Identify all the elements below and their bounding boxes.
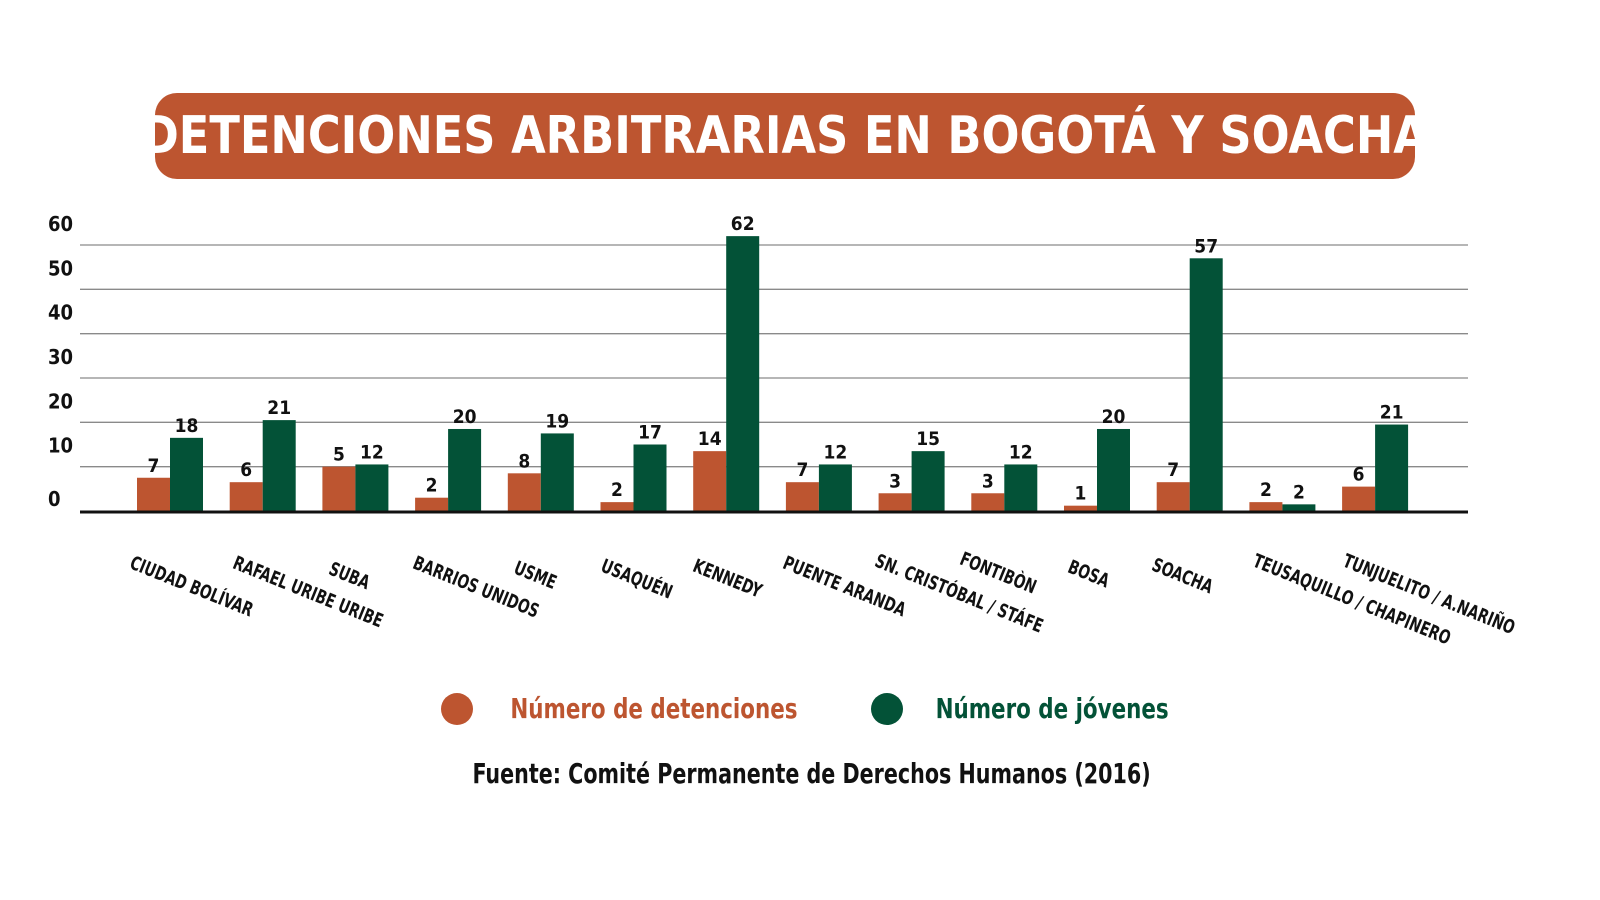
data-label: 17 <box>638 422 662 444</box>
bar <box>448 428 482 511</box>
bar <box>600 502 634 511</box>
data-label: 20 <box>453 406 477 428</box>
data-label: 18 <box>175 415 199 437</box>
data-label: 7 <box>1167 459 1179 481</box>
source-text: Fuente: Comité Permanente de Derechos Hu… <box>472 757 1152 790</box>
bar <box>818 464 852 511</box>
data-label: 7 <box>148 455 160 477</box>
data-label: 3 <box>982 470 994 492</box>
data-label: 19 <box>545 410 569 432</box>
legend-swatch <box>870 692 903 725</box>
bar <box>785 482 819 511</box>
bar <box>878 493 912 511</box>
bar <box>1189 258 1223 511</box>
bar <box>1156 482 1190 511</box>
bar <box>322 466 356 511</box>
data-label: 2 <box>611 479 623 501</box>
data-label: 21 <box>267 397 291 419</box>
data-label: 8 <box>518 450 530 472</box>
chart-title-banner: DETENCIONES ARBITRARIAS EN BOGOTÁ Y SOAC… <box>142 93 1428 179</box>
bar <box>540 433 574 511</box>
legend-swatch <box>440 692 473 725</box>
bar <box>1375 424 1409 511</box>
y-tick-label: 30 <box>48 345 73 369</box>
legend-item-detenciones: Número de detenciones <box>440 692 823 725</box>
bar <box>1004 464 1038 511</box>
data-label: 7 <box>796 459 808 481</box>
bar <box>693 451 727 511</box>
bar <box>170 437 203 511</box>
data-label: 62 <box>731 213 755 235</box>
bar <box>971 493 1005 511</box>
data-label: 1 <box>1075 483 1087 505</box>
bar <box>911 451 945 511</box>
data-label: 12 <box>360 441 384 463</box>
bar <box>507 473 541 511</box>
data-label: 2 <box>1293 481 1305 503</box>
data-label: 6 <box>240 459 252 481</box>
data-label: 12 <box>824 441 848 463</box>
y-tick-label: 60 <box>48 212 73 236</box>
data-label: 2 <box>1260 479 1272 501</box>
data-label: 12 <box>1009 441 1033 463</box>
data-label: 57 <box>1194 235 1218 257</box>
legend-label: Número de jóvenes <box>935 692 1169 725</box>
bar <box>355 464 389 511</box>
data-label: 3 <box>889 470 901 492</box>
data-label: 2 <box>426 475 438 497</box>
bar <box>262 420 296 511</box>
bar <box>137 477 170 511</box>
chart-title: DETENCIONES ARBITRARIAS EN BOGOTÁ Y SOAC… <box>141 106 1429 166</box>
bar <box>633 444 667 511</box>
data-label: 21 <box>1380 402 1404 424</box>
source-note: Fuente: Comité Permanente de Derechos Hu… <box>0 757 1600 790</box>
data-label: 14 <box>698 428 722 450</box>
bar <box>1249 502 1283 511</box>
legend: Número de detenciones Número de jóvenes <box>0 692 1600 725</box>
data-label: 5 <box>333 444 345 466</box>
legend-label: Número de detenciones <box>510 692 798 725</box>
bar <box>1064 505 1097 511</box>
data-label: 20 <box>1102 406 1126 428</box>
y-tick-label: 50 <box>48 256 73 280</box>
data-label: 15 <box>916 428 940 450</box>
y-tick-label: 20 <box>48 389 73 413</box>
legend-item-jovenes: Número de jóvenes <box>870 692 1189 725</box>
bar <box>1282 504 1316 511</box>
bar <box>229 482 263 511</box>
bar <box>1097 428 1130 511</box>
bar <box>415 497 449 511</box>
bar <box>1342 486 1376 511</box>
y-tick-label: 40 <box>48 301 73 325</box>
y-tick-label: 10 <box>48 434 73 458</box>
y-tick-label: 0 <box>48 487 61 511</box>
data-label: 6 <box>1353 464 1365 486</box>
bar <box>726 236 760 511</box>
